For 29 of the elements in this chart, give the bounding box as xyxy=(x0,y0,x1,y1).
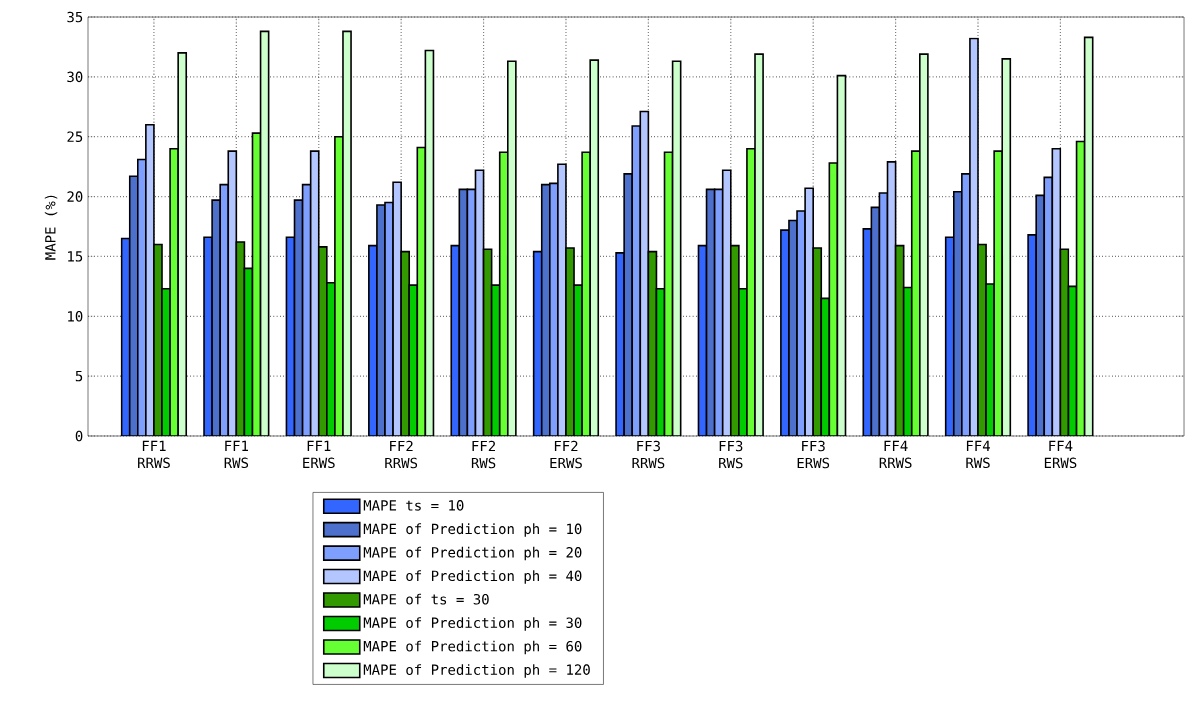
x-tick-label: FF4 RWS xyxy=(966,440,990,469)
x-tick-label: FF2 RWS xyxy=(471,440,496,469)
legend-label: MAPE of Prediction ph = 30 xyxy=(363,617,582,631)
y-tick-label: 35 xyxy=(67,11,83,23)
y-tick-label: 25 xyxy=(67,131,83,142)
y-tick-label: 5 xyxy=(75,370,83,382)
x-tick-label: FF1 ERWS xyxy=(303,440,335,469)
legend-label: MAPE of Prediction ph = 60 xyxy=(363,640,582,655)
legend-label: MAPE of Prediction ph = 40 xyxy=(363,570,582,584)
legend-label: MAPE ts = 10 xyxy=(363,500,464,511)
y-tick-label: 30 xyxy=(67,71,83,83)
y-axis-title: MAPE (%) xyxy=(44,195,58,260)
x-tick-label: FF3 RWS xyxy=(719,440,743,469)
x-tick-label: FF2 ERWS xyxy=(550,440,582,469)
y-tick-label: 0 xyxy=(75,430,83,442)
x-tick-label: FF1 RWS xyxy=(224,440,249,469)
x-tick-label: FF3 RRWS xyxy=(632,440,665,469)
legend-label: MAPE of Prediction ph = 10 xyxy=(363,523,582,537)
x-tick-label: FF4 ERWS xyxy=(1044,440,1077,469)
legend-label: MAPE of Prediction ph = 120 xyxy=(363,664,590,678)
x-tick-label: FF3 ERWS xyxy=(797,440,830,469)
legend-label: MAPE of Prediction ph = 20 xyxy=(363,546,582,561)
x-tick-label: FF4 RRWS xyxy=(879,440,912,469)
y-tick-label: 15 xyxy=(68,251,83,262)
y-tick-label: 10 xyxy=(68,310,83,322)
x-tick-label: FF1 RRWS xyxy=(138,440,170,469)
x-tick-label: FF2 RRWS xyxy=(385,440,418,469)
y-tick-label: 20 xyxy=(67,191,83,202)
legend-label: MAPE of ts = 30 xyxy=(363,593,489,605)
